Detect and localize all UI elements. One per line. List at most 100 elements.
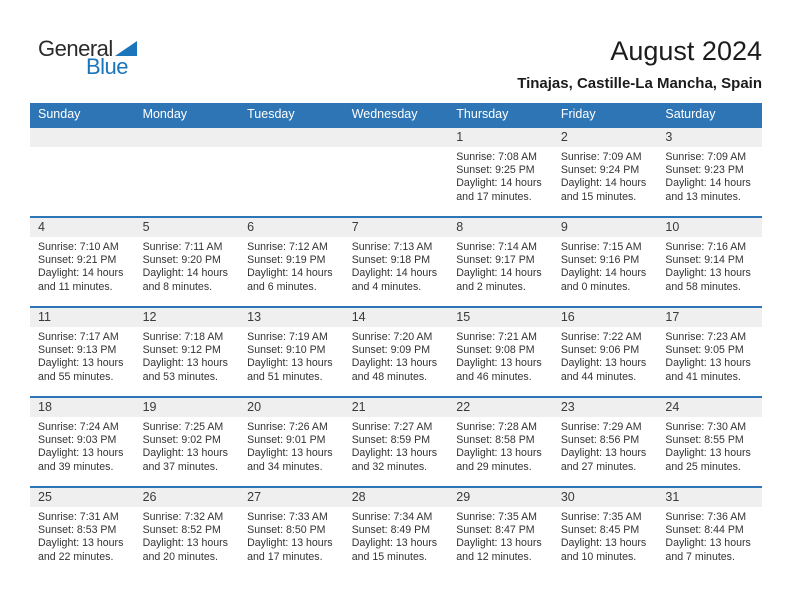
daylight-text-line2: and 44 minutes.: [560, 370, 637, 383]
sunrise-text: Sunrise: 7:19 AM: [247, 331, 328, 343]
daylight-text-line2: and 55 minutes.: [38, 370, 114, 383]
daylight-text-line1: Daylight: 13 hours: [38, 537, 124, 550]
calendar-day-cell: 23 Sunrise: 7:29 AM Sunset: 8:56 PM Dayligh…: [552, 398, 658, 486]
daylight-text-line2: and 15 minutes.: [560, 190, 637, 203]
daylight-text-line2: and 51 minutes.: [247, 370, 323, 383]
daylight-text-line1: Daylight: 13 hours: [351, 357, 438, 370]
daylight-text-line2: and 58 minutes.: [665, 280, 741, 293]
location-subtitle: Tinajas, Castille-La Mancha, Spain: [517, 75, 762, 92]
week-row: 1 Sunrise: 7:08 AM Sunset: 9:25 PM Daylight…: [30, 126, 762, 216]
daylight-text-line2: and 7 minutes.: [665, 550, 735, 563]
logo-text-general: General: [38, 36, 113, 61]
sunrise-text: Sunrise: 7:34 AM: [351, 511, 433, 523]
calendar-day-cell: 14 Sunrise: 7:20 AM Sunset: 9:09 PM Dayligh…: [343, 308, 449, 396]
day-number: 2: [552, 128, 658, 147]
sunset-text: Sunset: 9:10 PM: [247, 344, 326, 357]
daylight-text-line1: Daylight: 13 hours: [247, 447, 333, 460]
sunrise-text: Sunrise: 7:08 AM: [456, 151, 537, 163]
day-number: 15: [448, 308, 553, 327]
calendar-day-cell: 30 Sunrise: 7:35 AM Sunset: 8:45 PM Dayligh…: [552, 488, 658, 576]
daylight-text-line1: Daylight: 13 hours: [456, 357, 542, 370]
daylight-text-line1: Daylight: 14 hours: [247, 267, 333, 280]
weekday-header-sunday: Sunday: [38, 107, 81, 121]
calendar-day-cell: 21 Sunrise: 7:27 AM Sunset: 8:59 PM Dayligh…: [343, 398, 449, 486]
sunset-text: Sunset: 9:16 PM: [560, 254, 640, 267]
daylight-text-line1: Daylight: 14 hours: [665, 177, 751, 190]
day-number: 20: [239, 398, 344, 417]
daylight-text-line1: Daylight: 13 hours: [560, 537, 647, 550]
page-title: August 2024: [610, 36, 762, 66]
day-details: Sunrise: 7:20 AM Sunset: 9:09 PM Daylight:…: [344, 327, 449, 384]
sunset-text: Sunset: 8:49 PM: [351, 524, 431, 537]
daylight-text-line1: Daylight: 13 hours: [665, 447, 751, 460]
day-number: 21: [343, 398, 449, 417]
calendar-day-cell: 8 Sunrise: 7:14 AM Sunset: 9:17 PM Daylight…: [448, 218, 553, 306]
sunrise-text: Sunrise: 7:27 AM: [351, 421, 433, 433]
daylight-text-line2: and 29 minutes.: [456, 460, 532, 473]
daylight-text-line2: and 10 minutes.: [560, 550, 637, 563]
day-number: 31: [657, 488, 762, 507]
day-number: 30: [552, 488, 658, 507]
sunrise-text: Sunrise: 7:32 AM: [142, 511, 224, 523]
calendar-day-cell: 27 Sunrise: 7:33 AM Sunset: 8:50 PM Dayligh…: [239, 488, 344, 576]
day-number: 3: [657, 128, 762, 147]
calendar-day-cell: 10 Sunrise: 7:16 AM Sunset: 9:14 PM Dayligh…: [657, 218, 762, 306]
daylight-text-line2: and 41 minutes.: [665, 370, 741, 383]
daylight-text-line2: and 17 minutes.: [247, 550, 323, 563]
sunset-text: Sunset: 9:23 PM: [665, 164, 744, 177]
sunset-text: Sunset: 8:55 PM: [665, 434, 744, 447]
weekday-header-saturday: Saturday: [665, 107, 716, 121]
calendar-day-cell: 20 Sunrise: 7:26 AM Sunset: 9:01 PM Dayligh…: [239, 398, 344, 486]
general-blue-logo: General Blue: [38, 36, 137, 78]
calendar-day-cell: 16 Sunrise: 7:22 AM Sunset: 9:06 PM Dayligh…: [552, 308, 658, 396]
daylight-text-line2: and 53 minutes.: [142, 370, 218, 383]
day-details: Sunrise: 7:30 AM Sunset: 8:55 PM Daylight:…: [657, 417, 762, 474]
daylight-text-line1: Daylight: 14 hours: [351, 267, 438, 280]
day-details: Sunrise: 7:23 AM Sunset: 9:05 PM Daylight:…: [657, 327, 762, 384]
weekday-header-tuesday: Tuesday: [247, 107, 295, 121]
calendar-day-cell: 2 Sunrise: 7:09 AM Sunset: 9:24 PM Daylight…: [552, 128, 658, 216]
sunrise-text: Sunrise: 7:28 AM: [456, 421, 537, 433]
day-number: 11: [30, 308, 135, 327]
calendar-day-cell: 29 Sunrise: 7:35 AM Sunset: 8:47 PM Dayligh…: [448, 488, 553, 576]
day-number: 17: [657, 308, 762, 327]
sunrise-text: Sunrise: 7:15 AM: [560, 241, 642, 253]
sunset-text: Sunset: 9:20 PM: [142, 254, 221, 267]
sunrise-text: Sunrise: 7:18 AM: [142, 331, 224, 343]
daylight-text-line1: Daylight: 14 hours: [560, 177, 647, 190]
daylight-text-line1: Daylight: 13 hours: [142, 537, 228, 550]
sunset-text: Sunset: 9:01 PM: [247, 434, 326, 447]
day-details: Sunrise: 7:21 AM Sunset: 9:08 PM Daylight:…: [448, 327, 553, 384]
daylight-text-line2: and 11 minutes.: [38, 280, 113, 293]
daylight-text-line1: Daylight: 13 hours: [142, 357, 228, 370]
day-number: 1: [448, 128, 553, 147]
sunrise-text: Sunrise: 7:21 AM: [456, 331, 537, 343]
day-details: Sunrise: 7:08 AM Sunset: 9:25 PM Daylight:…: [448, 147, 553, 204]
daylight-text-line1: Daylight: 13 hours: [456, 447, 542, 460]
daylight-text-line2: and 12 minutes.: [456, 550, 532, 563]
sunset-text: Sunset: 9:14 PM: [665, 254, 744, 267]
daylight-text-line2: and 48 minutes.: [351, 370, 428, 383]
calendar-day-cell: 17 Sunrise: 7:23 AM Sunset: 9:05 PM Dayligh…: [657, 308, 762, 396]
sunrise-text: Sunrise: 7:36 AM: [665, 511, 747, 523]
day-number: 28: [343, 488, 449, 507]
sunset-text: Sunset: 8:52 PM: [142, 524, 221, 537]
day-number: 6: [239, 218, 344, 237]
sunrise-text: Sunrise: 7:20 AM: [351, 331, 433, 343]
day-details: Sunrise: 7:28 AM Sunset: 8:58 PM Daylight:…: [448, 417, 553, 474]
sunset-text: Sunset: 9:13 PM: [38, 344, 117, 357]
day-details: Sunrise: 7:11 AM Sunset: 9:20 PM Daylight:…: [135, 237, 240, 294]
day-number: [343, 128, 449, 147]
day-details: Sunrise: 7:24 AM Sunset: 9:03 PM Daylight:…: [30, 417, 135, 474]
day-details: Sunrise: 7:13 AM Sunset: 9:18 PM Daylight:…: [344, 237, 449, 294]
day-details: Sunrise: 7:15 AM Sunset: 9:16 PM Daylight:…: [553, 237, 658, 294]
daylight-text-line2: and 46 minutes.: [456, 370, 532, 383]
weekday-header-friday: Friday: [560, 107, 596, 121]
sunset-text: Sunset: 8:44 PM: [665, 524, 744, 537]
day-number: 10: [657, 218, 762, 237]
sunset-text: Sunset: 9:19 PM: [247, 254, 326, 267]
sunrise-text: Sunrise: 7:17 AM: [38, 331, 119, 343]
day-number: 26: [134, 488, 240, 507]
day-details: Sunrise: 7:29 AM Sunset: 8:56 PM Daylight:…: [553, 417, 658, 474]
sunrise-text: Sunrise: 7:11 AM: [142, 241, 223, 253]
